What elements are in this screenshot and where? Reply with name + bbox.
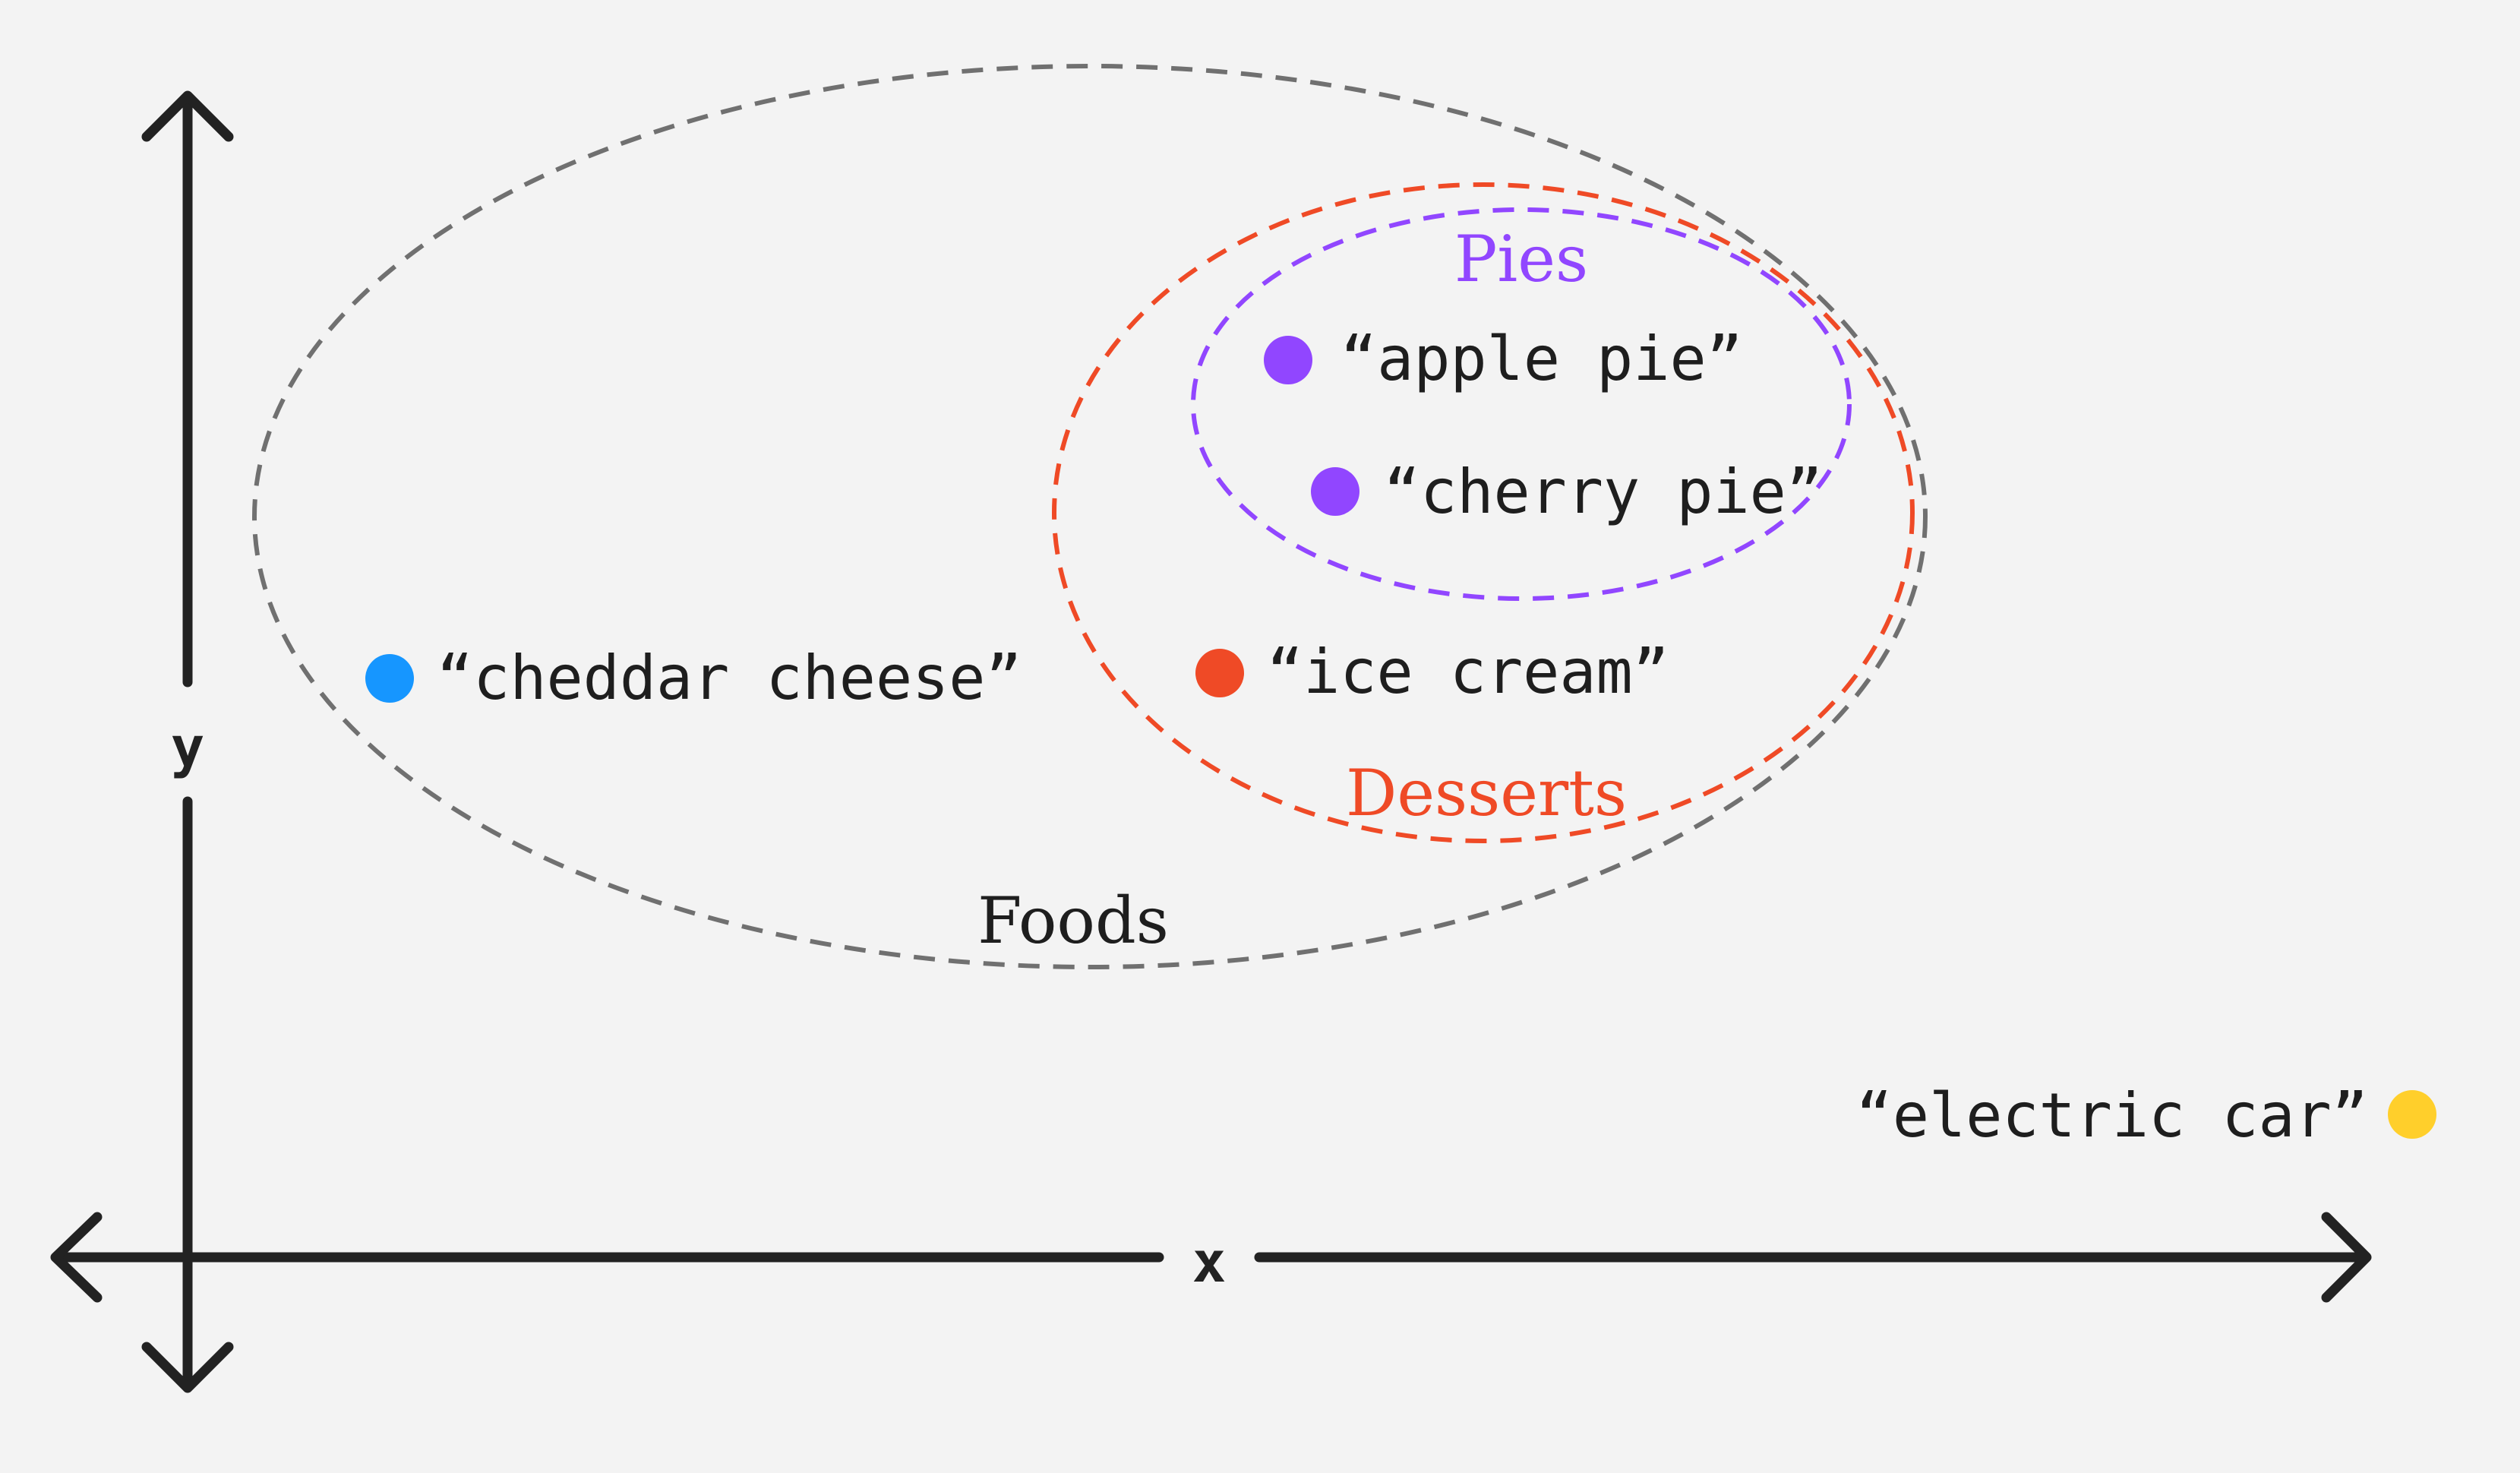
cherry-pie-label: “cherry pie” xyxy=(1384,457,1823,527)
y-axis-down-arrowhead xyxy=(141,1342,234,1393)
electric-car-label: “electric car” xyxy=(1856,1080,2368,1151)
desserts-set-boundary xyxy=(1052,182,1915,843)
y-axis: y xyxy=(141,90,234,1393)
cheddar-cheese-label: “cheddar cheese” xyxy=(437,643,1022,713)
point-cheddar-cheese: “cheddar cheese” xyxy=(365,643,1022,713)
cheddar-cheese-dot xyxy=(365,654,414,703)
point-cherry-pie: “cherry pie” xyxy=(1311,457,1823,527)
point-electric-car: “electric car” xyxy=(1856,1080,2436,1151)
pies-set-boundary xyxy=(1191,207,1852,601)
pies-set-label: Pies xyxy=(1454,222,1588,296)
x-axis-right-arrowhead xyxy=(2321,1212,2372,1303)
x-axis-label: x xyxy=(1192,1230,1227,1295)
y-axis-label: y xyxy=(171,715,205,780)
x-axis-left-arrowhead xyxy=(50,1212,103,1303)
ice-cream-label: “ice cream” xyxy=(1267,637,1669,707)
apple-pie-label: “apple pie” xyxy=(1341,324,1743,394)
x-axis: x xyxy=(50,1212,2372,1303)
cherry-pie-dot xyxy=(1311,467,1359,516)
foods-set-label: Foods xyxy=(977,883,1169,958)
ice-cream-dot xyxy=(1195,649,1244,697)
electric-car-dot xyxy=(2388,1090,2436,1139)
apple-pie-dot xyxy=(1264,336,1312,384)
foods-set-boundary xyxy=(252,64,1928,969)
y-axis-up-arrowhead xyxy=(141,90,234,142)
desserts-set-label: Desserts xyxy=(1346,756,1627,830)
point-ice-cream: “ice cream” xyxy=(1195,637,1669,707)
point-apple-pie: “apple pie” xyxy=(1264,324,1743,394)
